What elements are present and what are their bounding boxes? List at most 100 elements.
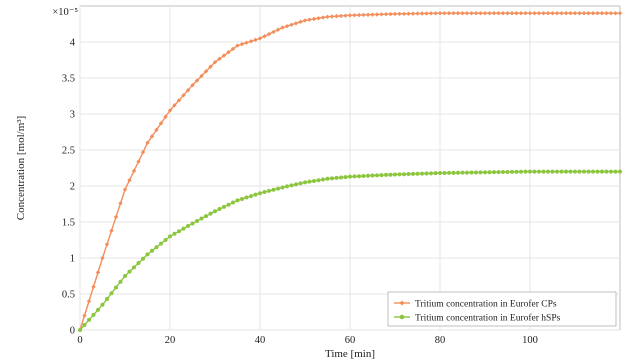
y-tick-label: 0: [70, 326, 75, 337]
data-point: [433, 11, 438, 16]
data-point: [532, 169, 537, 174]
data-point: [375, 173, 379, 178]
data-point: [316, 178, 321, 183]
data-point: [564, 169, 568, 174]
data-point: [149, 134, 155, 139]
data-point: [253, 37, 258, 43]
data-point: [527, 11, 533, 16]
data-point: [217, 207, 222, 212]
data-point: [595, 169, 600, 174]
data-point: [379, 173, 384, 178]
data-point: [194, 78, 200, 83]
data-point: [132, 265, 136, 270]
data-point: [523, 169, 528, 174]
data-point: [203, 69, 209, 74]
data-point: [374, 12, 380, 17]
data-point: [352, 13, 357, 18]
data-point: [388, 172, 393, 177]
data-point: [424, 171, 429, 176]
data-point: [474, 170, 478, 175]
x-tick-label: 0: [77, 335, 82, 346]
data-point: [550, 11, 555, 16]
data-point: [145, 252, 150, 257]
data-point: [114, 285, 118, 290]
data-point: [172, 231, 177, 236]
data-point: [212, 59, 218, 65]
data-point: [618, 169, 622, 174]
data-point: [482, 11, 488, 16]
data-point: [343, 175, 348, 180]
data-point: [271, 187, 276, 192]
data-point: [302, 18, 308, 23]
data-point: [514, 11, 519, 16]
data-point: [325, 176, 330, 181]
data-point: [554, 11, 560, 16]
data-point: [599, 11, 605, 16]
data-point: [199, 73, 204, 79]
data-point: [406, 11, 411, 16]
data-point: [127, 269, 132, 274]
data-point: [496, 11, 501, 16]
data-point: [122, 187, 128, 192]
data-point: [231, 200, 235, 205]
data-point: [617, 11, 623, 16]
data-point: [420, 171, 424, 176]
data-point: [118, 201, 123, 206]
data-point: [577, 11, 582, 16]
data-point: [361, 12, 366, 18]
y-tick-label: 1: [70, 254, 75, 265]
data-point: [343, 13, 348, 18]
data-point: [451, 11, 456, 16]
x-tick-label: 60: [345, 335, 356, 346]
y-axis-title: Concentration [mol/m³]: [15, 116, 27, 220]
data-point: [141, 256, 145, 261]
y-tick-label: 3.5: [62, 74, 75, 85]
data-point: [199, 216, 204, 221]
data-point: [568, 169, 573, 174]
data-point: [208, 64, 213, 69]
data-point: [136, 261, 141, 266]
data-point: [465, 170, 469, 175]
data-point: [109, 291, 114, 296]
data-point: [393, 172, 397, 177]
data-point: [460, 11, 465, 16]
data-point: [491, 11, 497, 16]
data-point: [473, 11, 479, 16]
data-point: [226, 202, 231, 207]
data-point: [519, 169, 523, 174]
data-point: [262, 34, 267, 39]
data-point: [320, 15, 326, 20]
data-point: [325, 14, 330, 19]
data-point: [230, 46, 236, 52]
data-point: [248, 39, 254, 44]
y-tick-label: 3: [70, 110, 75, 121]
data-point: [370, 173, 375, 178]
data-point: [168, 234, 172, 239]
data-point: [113, 214, 119, 220]
data-point: [402, 172, 406, 177]
data-point: [586, 11, 591, 16]
data-point: [509, 11, 515, 16]
data-point: [501, 170, 505, 175]
data-point: [582, 169, 586, 174]
data-point: [483, 170, 487, 175]
data-point: [150, 248, 154, 253]
data-point: [446, 11, 452, 16]
data-point: [397, 11, 402, 17]
data-point: [437, 11, 443, 16]
data-point: [518, 11, 524, 16]
data-point: [190, 221, 195, 226]
data-point: [537, 169, 541, 174]
data-point: [586, 169, 591, 174]
data-point: [572, 11, 578, 16]
legend-entry: Tritium concentration in Eurofer CPs: [394, 298, 557, 309]
series-1: [77, 11, 623, 333]
data-point: [442, 170, 447, 175]
data-point: [361, 173, 366, 178]
data-point: [307, 179, 312, 184]
data-point: [303, 180, 307, 185]
data-point: [559, 11, 564, 16]
series-2: [78, 169, 622, 332]
data-point: [397, 172, 402, 177]
